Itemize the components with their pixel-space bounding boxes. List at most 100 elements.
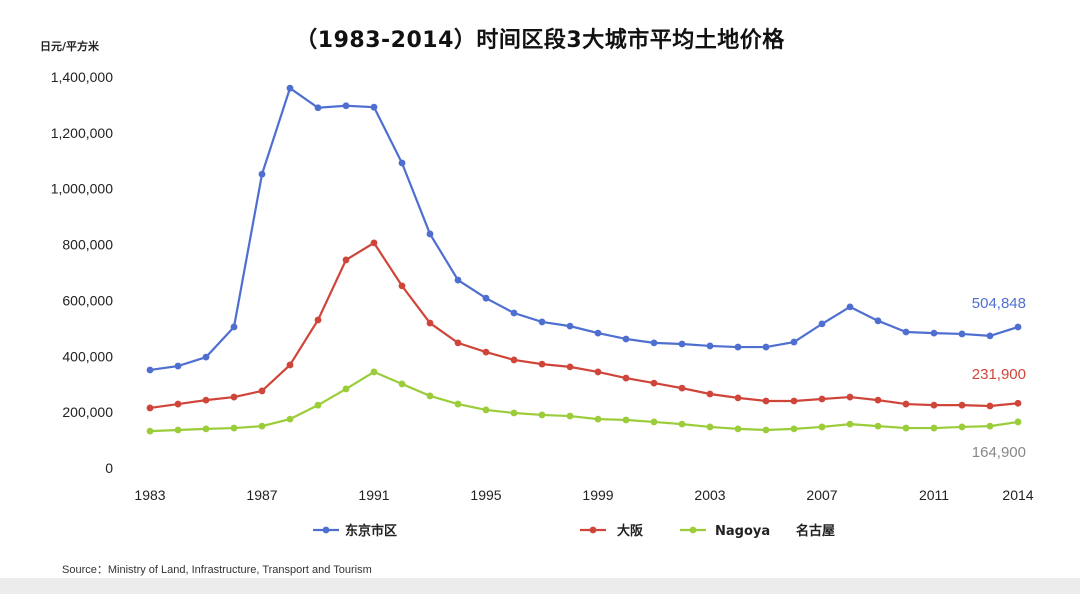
data-point xyxy=(986,332,994,340)
data-point xyxy=(650,379,658,387)
data-point xyxy=(902,400,910,408)
data-point xyxy=(538,411,546,419)
y-tick-label: 400,000 xyxy=(62,348,113,364)
data-point xyxy=(594,415,602,423)
data-point xyxy=(594,368,602,376)
data-point xyxy=(398,380,406,388)
data-point xyxy=(874,396,882,404)
x-tick-label: 1999 xyxy=(582,487,613,503)
series-1 xyxy=(146,239,1022,412)
data-point xyxy=(454,339,462,347)
data-point xyxy=(958,330,966,338)
y-tick-label: 800,000 xyxy=(62,237,113,253)
data-point xyxy=(342,385,350,393)
y-tick-label: 1,000,000 xyxy=(51,181,113,197)
data-point xyxy=(566,322,574,330)
data-point xyxy=(258,170,266,178)
data-point xyxy=(818,395,826,403)
data-point xyxy=(958,401,966,409)
x-tick-label: 2007 xyxy=(806,487,837,503)
data-point xyxy=(902,328,910,336)
x-tick-label: 2014 xyxy=(1002,487,1033,503)
data-point xyxy=(314,316,322,324)
data-point xyxy=(230,323,238,331)
data-point xyxy=(482,406,490,414)
data-point xyxy=(846,420,854,428)
data-point xyxy=(146,366,154,374)
data-point xyxy=(734,343,742,351)
x-tick-label: 1991 xyxy=(358,487,389,503)
x-tick-label: 1987 xyxy=(246,487,277,503)
data-point xyxy=(818,320,826,328)
data-point xyxy=(930,329,938,337)
data-point xyxy=(398,159,406,167)
data-point xyxy=(594,329,602,337)
data-point xyxy=(762,426,770,434)
y-tick-label: 1,400,000 xyxy=(51,69,113,85)
legend: 东京市区 大阪 Nagoya 名古屋 xyxy=(313,523,835,539)
data-point xyxy=(566,363,574,371)
series-line xyxy=(149,86,1019,372)
data-point xyxy=(538,318,546,326)
data-point xyxy=(650,418,658,426)
data-point xyxy=(734,425,742,433)
data-point xyxy=(818,423,826,431)
data-point xyxy=(258,387,266,395)
legend-label: 东京市区 xyxy=(345,523,397,539)
data-point xyxy=(1014,323,1022,331)
series-line xyxy=(149,370,1019,433)
y-tick-label: 600,000 xyxy=(62,292,113,308)
data-point xyxy=(734,394,742,402)
data-point xyxy=(454,276,462,284)
end-value-label: 231,900 xyxy=(972,366,1026,383)
data-point xyxy=(174,362,182,370)
x-tick-label: 1995 xyxy=(470,487,501,503)
data-point xyxy=(846,303,854,311)
data-point xyxy=(986,402,994,410)
data-point xyxy=(230,424,238,432)
x-tick-label: 2003 xyxy=(694,487,725,503)
data-point xyxy=(454,400,462,408)
data-point xyxy=(146,427,154,435)
data-point xyxy=(426,392,434,400)
chart-title: （1983-2014）时间区段3大城市平均土地价格 xyxy=(295,28,785,53)
data-point xyxy=(286,84,294,92)
data-point xyxy=(314,401,322,409)
data-point xyxy=(790,338,798,346)
legend-label: 大阪 xyxy=(617,523,644,539)
data-point xyxy=(622,416,630,424)
data-point xyxy=(398,282,406,290)
data-point xyxy=(370,368,378,376)
data-point xyxy=(706,423,714,431)
data-point xyxy=(706,390,714,398)
data-point xyxy=(986,422,994,430)
end-value-label: 164,900 xyxy=(972,444,1026,461)
data-point xyxy=(706,342,714,350)
data-point xyxy=(622,335,630,343)
data-point xyxy=(286,361,294,369)
data-point xyxy=(622,374,630,382)
legend-label: Nagoya xyxy=(715,524,770,539)
data-point xyxy=(1014,418,1022,426)
data-point xyxy=(678,420,686,428)
data-point xyxy=(426,319,434,327)
data-point xyxy=(510,309,518,317)
data-point xyxy=(314,104,322,112)
data-point xyxy=(874,422,882,430)
y-axis-unit-label: 日元/平方米 xyxy=(40,40,100,53)
data-point xyxy=(174,400,182,408)
data-point xyxy=(1014,399,1022,407)
data-point xyxy=(370,239,378,247)
series-2 xyxy=(146,368,1022,435)
data-point xyxy=(538,360,546,368)
data-point xyxy=(846,393,854,401)
data-point xyxy=(678,340,686,348)
data-point xyxy=(790,425,798,433)
data-point xyxy=(874,317,882,325)
end-value-label: 504,848 xyxy=(972,295,1026,312)
y-tick-label: 0 xyxy=(105,460,113,476)
data-point xyxy=(510,356,518,364)
data-point xyxy=(762,343,770,351)
data-point xyxy=(930,424,938,432)
series-0 xyxy=(146,84,1022,374)
